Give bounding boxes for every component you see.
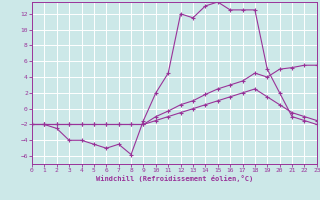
X-axis label: Windchill (Refroidissement éolien,°C): Windchill (Refroidissement éolien,°C) <box>96 175 253 182</box>
